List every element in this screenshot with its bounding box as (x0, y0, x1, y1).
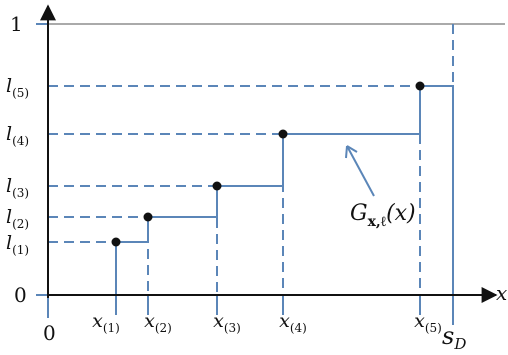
x-label-1: x(1) (92, 310, 120, 335)
function-label-arg: (x) (386, 201, 416, 226)
x-end-label-sub: D (453, 335, 466, 353)
function-label-sub: x,ℓ (368, 214, 387, 230)
x-label-3-base: x (213, 310, 224, 332)
function-label: Gx,ℓ(x) (350, 201, 416, 230)
y-label-l1-base: l (6, 232, 12, 254)
function-label-base: G (350, 201, 368, 226)
step-points (111, 81, 425, 247)
y-label-l3: l(3) (6, 175, 29, 200)
x-label-4: x(4) (279, 310, 307, 335)
x-label-5-base: x (414, 310, 425, 332)
y-label-l5: l(5) (6, 75, 29, 100)
x-label-4-base: x (279, 310, 290, 332)
y-label-l5-sub: (5) (12, 86, 29, 100)
point-3 (212, 181, 222, 191)
step-function (36, 23, 490, 325)
x-end-label: sD (442, 322, 466, 353)
y-label-l3-sub: (3) (12, 186, 29, 200)
x-label-3-sub: (3) (224, 321, 241, 335)
origin-label: 0 (43, 321, 56, 345)
y-label-zero: 0 (14, 283, 27, 307)
y-label-l2-base: l (6, 206, 12, 228)
y-label-l3-base: l (6, 175, 12, 197)
x-label-2: x(2) (144, 310, 172, 335)
y-label-one: 1 (10, 12, 23, 36)
point-1 (111, 237, 121, 247)
x-label-1-base: x (92, 310, 103, 332)
x-label-1-sub: (1) (103, 321, 120, 335)
function-pointer-arrow (346, 145, 375, 197)
function-pointer-arrowhead (345, 145, 358, 159)
dashed-guides (48, 24, 454, 295)
y-label-l1-sub: (1) (12, 243, 29, 257)
x-label-2-base: x (144, 310, 155, 332)
y-label-l4-sub: (4) (12, 134, 29, 148)
y-label-l4-base: l (6, 123, 12, 145)
point-4 (278, 129, 288, 139)
x-label-2-sub: (2) (155, 321, 172, 335)
y-label-l5-base: l (6, 75, 12, 97)
point-2 (143, 212, 153, 222)
step-path (115, 85, 454, 295)
point-5 (415, 81, 425, 91)
y-label-l2: l(2) (6, 206, 29, 231)
y-label-l4: l(4) (6, 123, 29, 148)
y-label-l2-sub: (2) (12, 217, 29, 231)
x-label-5-sub: (5) (425, 321, 442, 335)
y-label-l1: l(1) (6, 232, 29, 257)
x-axis-label: x (496, 281, 507, 305)
x-end-label-base: s (442, 322, 454, 350)
x-label-5: x(5) (414, 310, 442, 335)
x-label-4-sub: (4) (290, 321, 307, 335)
x-label-3: x(3) (213, 310, 241, 335)
